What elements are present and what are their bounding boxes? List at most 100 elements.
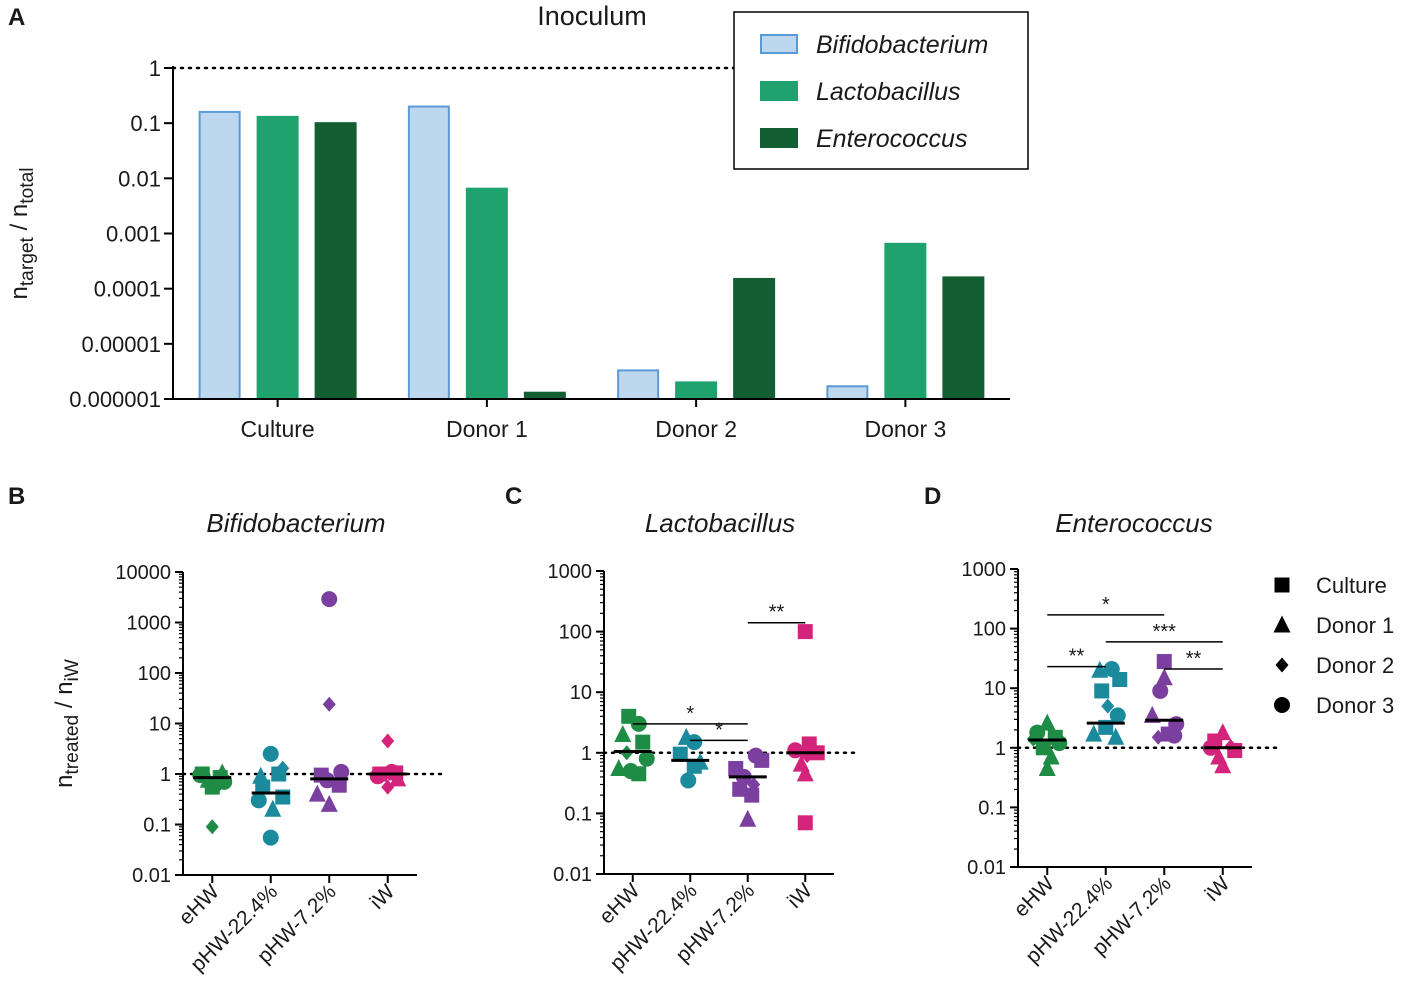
y-tick-label: 0.00001 — [81, 332, 161, 357]
panel-c: CLactobacillus10001001010.10.01****eHWpH… — [505, 483, 861, 975]
legend-marker-square — [1274, 577, 1290, 593]
point-circle-2-7 — [1166, 727, 1183, 744]
point-triangle-0-0 — [1038, 713, 1056, 731]
x-tick-label: Culture — [241, 416, 315, 442]
panel-a: A Inoculum ntarget / ntotal 1 0.1 0.01 0.001 0.… — [6, 1, 1029, 442]
y-axis-label-part: total — [17, 167, 38, 203]
y-axis-label: ntreated / niW — [51, 658, 83, 788]
bar-lactobacillus-0 — [256, 115, 299, 400]
legend-swatch-bifidobacterium — [760, 34, 798, 54]
legend-marker-label: Donor 2 — [1316, 653, 1394, 678]
bar-lactobacillus-3 — [884, 242, 927, 400]
x-tick-label: iW — [1201, 872, 1235, 906]
y-tick-label: 100 — [973, 619, 1006, 641]
point-circle-0-4 — [1051, 735, 1068, 752]
point-circle-1-5 — [1109, 707, 1126, 724]
point-diamond-0-7 — [205, 819, 219, 835]
x-tick-label: eHW — [1010, 872, 1059, 921]
significance-label: * — [1102, 594, 1110, 616]
point-square-2-3 — [331, 777, 347, 793]
marker-legend: Culture Donor 1 Donor 2 Donor 3 — [1273, 573, 1394, 718]
bar-enterococcus-0 — [314, 122, 357, 401]
legend: Bifidobacterium Lactobacillus Enterococcus — [733, 11, 1029, 170]
point-square-2-0 — [1156, 654, 1172, 670]
point-triangle-3-4 — [389, 769, 407, 787]
y-axis-label-part: iW — [62, 658, 83, 681]
y-tick-label: 1 — [581, 743, 592, 765]
bar-bifidobacterium-3 — [826, 385, 869, 400]
point-square-3-4 — [1227, 743, 1243, 759]
panel-label-c: C — [505, 483, 522, 510]
legend-marker-diamond — [1275, 657, 1289, 673]
point-square-3-0 — [797, 624, 813, 640]
y-tick-label: 10 — [570, 682, 592, 704]
y-axis-label-part: n — [51, 775, 78, 788]
significance-label: *** — [1153, 621, 1177, 643]
significance-label: ** — [1069, 646, 1085, 668]
point-diamond-1-8 — [276, 760, 290, 776]
y-tick-label: 100 — [559, 622, 592, 644]
chart-title: Lactobacillus — [645, 508, 795, 538]
point-circle-1-5 — [262, 745, 279, 762]
y-tick-label: 1000 — [962, 559, 1007, 581]
point-triangle-1-7 — [1107, 727, 1125, 745]
point-triangle-2-4 — [320, 794, 338, 812]
point-triangle-2-1 — [1155, 668, 1173, 686]
panel-label-b: B — [8, 483, 25, 510]
point-diamond-3-0 — [381, 733, 395, 749]
y-axis-label-part: target — [17, 236, 38, 286]
point-square-1-2 — [672, 746, 688, 762]
point-triangle-1-4 — [264, 799, 282, 817]
chart-title: Bifidobacterium — [206, 508, 385, 538]
point-square-1-3 — [1094, 683, 1110, 699]
y-axis-label-part: / n — [6, 204, 33, 237]
point-triangle-3-6 — [796, 764, 814, 782]
point-circle-2-2 — [1152, 682, 1169, 699]
y-tick-label: 1 — [995, 738, 1006, 760]
point-circle-1-6 — [262, 829, 279, 846]
point-circle-1-1 — [686, 734, 703, 751]
y-tick-label: 1 — [160, 764, 171, 786]
point-circle-0-5 — [638, 750, 655, 767]
x-tick-label: Donor 1 — [446, 416, 528, 442]
y-tick-label: 0.001 — [106, 222, 161, 247]
bar-lactobacillus-1 — [465, 187, 508, 400]
y-tick-label: 1000 — [548, 561, 593, 583]
point-triangle-0-2 — [614, 725, 632, 743]
y-tick-label: 100 — [138, 663, 171, 685]
point-triangle-1-3 — [252, 766, 270, 784]
bar-lactobacillus-2 — [675, 381, 718, 401]
y-tick-label: 0.1 — [143, 815, 171, 837]
panel-label-a: A — [8, 4, 25, 31]
point-square-3-7 — [797, 815, 813, 831]
x-tick-label: Donor 3 — [864, 416, 946, 442]
significance-label: * — [686, 703, 694, 725]
y-tick-label: 0.01 — [118, 166, 161, 191]
legend-marker-circle — [1274, 697, 1290, 713]
bar-bifidobacterium-0 — [198, 110, 241, 401]
y-tick-label: 0.000001 — [69, 387, 161, 412]
y-tick-label: 10 — [149, 714, 171, 736]
legend-marker-label: Culture — [1316, 573, 1387, 598]
legend-label: Lactobacillus — [816, 78, 961, 106]
point-triangle-1-0 — [1091, 660, 1109, 678]
point-triangle-0-7 — [1038, 758, 1056, 776]
legend-swatch-enterococcus — [760, 128, 798, 148]
point-triangle-2-3 — [1143, 705, 1161, 723]
y-tick-label: 0.01 — [132, 865, 171, 887]
legend-marker-label: Donor 3 — [1316, 693, 1394, 718]
point-square-2-1 — [754, 752, 770, 768]
y-tick-label: 10 — [984, 678, 1006, 700]
y-tick-label: 1000 — [127, 613, 172, 635]
y-tick-label: 0.0001 — [94, 277, 161, 302]
bar-enterococcus-3 — [942, 276, 985, 400]
significance-label: ** — [769, 602, 785, 624]
point-circle-0-8 — [622, 763, 639, 780]
significance-label: ** — [1186, 648, 1202, 670]
point-triangle-1-6 — [1085, 724, 1103, 742]
y-tick-label: 10000 — [115, 562, 171, 584]
point-circle-0-6 — [192, 767, 209, 784]
point-square-1-4 — [686, 758, 702, 774]
